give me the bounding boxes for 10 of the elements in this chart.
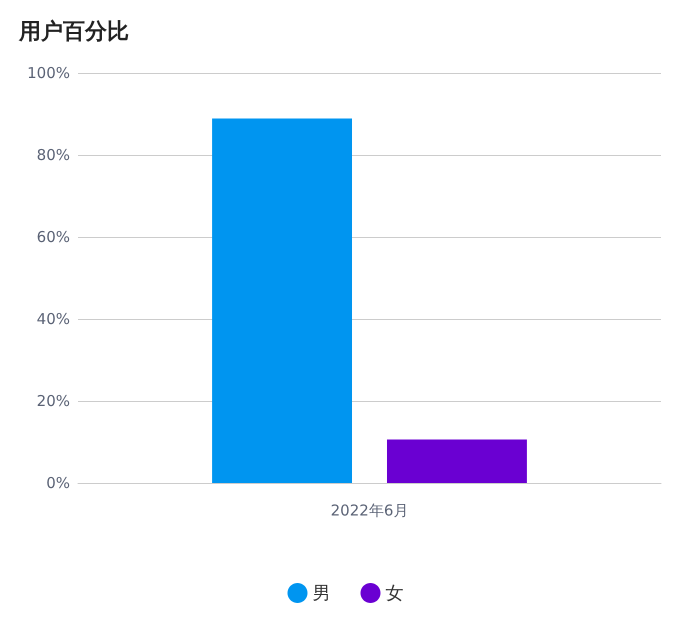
legend-label: 男 <box>312 583 330 603</box>
y-tick-label: 60% <box>36 228 70 246</box>
y-tick-label: 40% <box>36 310 70 328</box>
legend-label: 女 <box>386 583 404 603</box>
y-tick-label: 20% <box>36 392 70 410</box>
y-tick-label: 80% <box>36 146 70 164</box>
y-tick-label: 100% <box>27 64 70 82</box>
chart-title: 用户百分比 <box>18 18 129 44</box>
y-tick-label: 0% <box>46 474 70 492</box>
x-tick-label: 2022年6月 <box>330 502 408 520</box>
